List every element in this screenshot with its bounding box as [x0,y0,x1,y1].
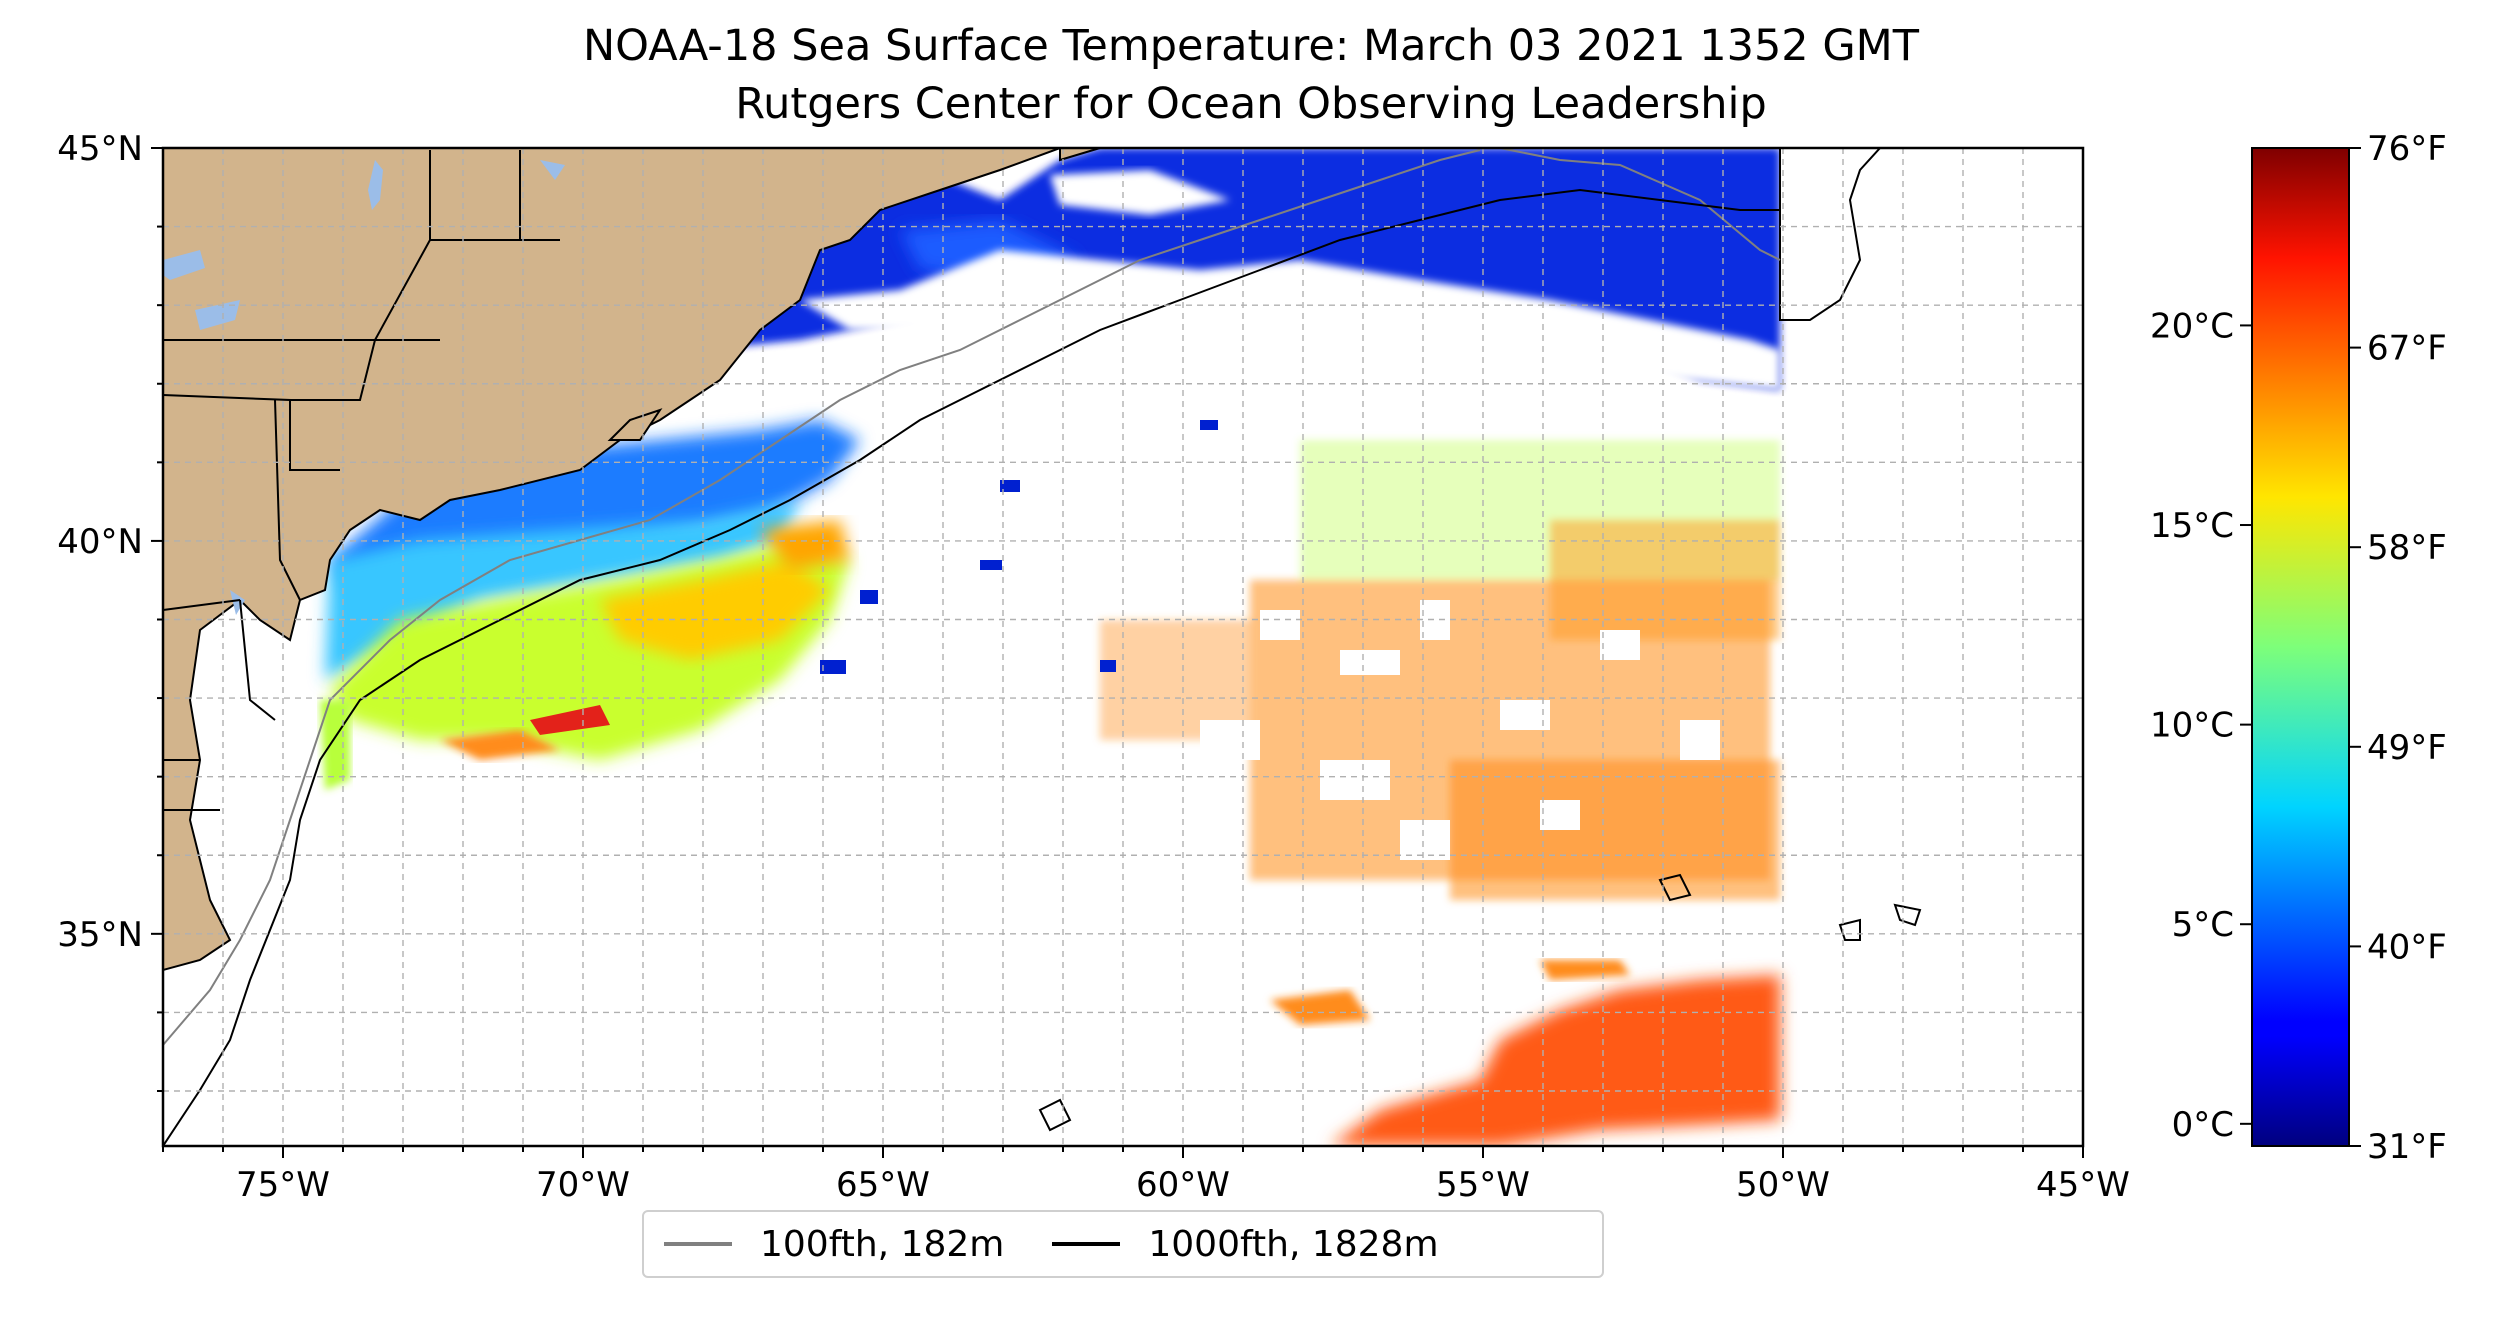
colorbar: 31°F 40°F 49°F 58°F 67°F 76°F 0°C 5°C 10°C 15°C 20… [2150,129,2447,1167]
legend-swatch-1000fth [1052,1242,1121,1246]
colorbar-f-tick-label: 31°F [2367,1127,2447,1167]
legend-swatch-100fth [664,1242,732,1246]
colorbar-c-tick-label: 20°C [2150,306,2234,346]
map-axis-labels: 75°W 70°W 65°W 60°W 55°W 50°W 45°W 45°N 40°N 35°N [57,129,2130,1205]
map-title: NOAA-18 Sea Surface Temperature: March 0… [582,21,1920,71]
colorbar-c-tick-label: 0°C [2172,1105,2234,1145]
isobath-100fth [163,148,1781,1046]
colorbar-f-tick-label: 49°F [2367,728,2447,768]
colorbar-c-tick-label: 15°C [2150,506,2234,546]
graticule [163,148,2083,1146]
legend-label-1000fth: 1000fth, 1828m [1148,1223,1439,1265]
colorbar-c-tick-label: 10°C [2150,706,2234,746]
lat-tick-label: 35°N [57,915,143,955]
legend-item-100fth: 100fth, 182m [664,1224,1004,1265]
land-layer [163,148,1882,972]
lon-tick-label: 50°W [1736,1165,1830,1205]
colorbar-f-tick-label: 76°F [2367,129,2447,169]
isobath-1000fth [163,188,1780,1146]
colorbar-f-tick-label: 40°F [2367,927,2447,967]
lat-tick-label: 45°N [57,129,143,169]
colorbar-f-tick-label: 67°F [2367,329,2447,369]
isobaths [163,148,1922,1146]
colorbar-c-tick-label: 5°C [2172,905,2234,945]
lon-tick-label: 70°W [536,1165,630,1205]
lon-tick-label: 75°W [236,1165,330,1205]
lon-tick-label: 55°W [1436,1165,1530,1205]
lon-tick-label: 45°W [2036,1165,2130,1205]
colorbar-f-tick-label: 58°F [2367,528,2447,568]
colorbar-ticks: 31°F 40°F 49°F 58°F 67°F 76°F 0°C 5°C 10°C 15°C 20… [2150,129,2447,1167]
legend-label-100fth: 100fth, 182m [760,1223,1005,1265]
map-area [163,148,2083,1146]
lon-tick-label: 60°W [1136,1165,1230,1205]
lon-tick-label: 65°W [836,1165,930,1205]
isobath-legend: 100fth, 182m 1000fth, 1828m [642,1210,1604,1278]
lat-tick-label: 40°N [57,522,143,562]
map-subtitle: Rutgers Center for Ocean Observing Leade… [735,79,1767,129]
legend-item-1000fth: 1000fth, 1828m [1052,1223,1439,1265]
colorbar-gradient [2251,147,2350,1147]
